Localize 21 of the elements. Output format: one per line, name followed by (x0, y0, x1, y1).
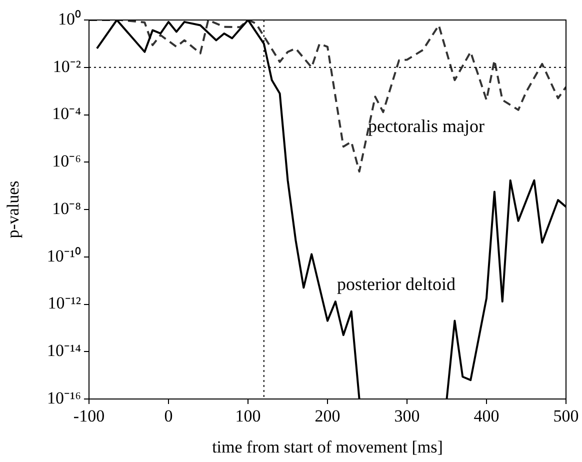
x-tick-label: 200 (314, 406, 340, 426)
y-tick-label: 10⁻¹⁴ (46, 341, 82, 360)
x-tick-label: 0 (164, 406, 173, 426)
y-tick-label: 10⁰ (58, 9, 81, 28)
x-tick-label: 400 (474, 406, 500, 426)
x-tick-label: 300 (394, 406, 420, 426)
y-tick-label: 10⁻⁶ (52, 152, 82, 171)
x-tick-label: 100 (235, 406, 261, 426)
y-tick-label: 10⁻¹² (48, 294, 81, 313)
y-tick-label: 10⁻¹⁰ (46, 246, 81, 266)
x-tick-label: 500 (553, 406, 579, 426)
series-label: pectoralis major (368, 116, 485, 136)
y-tick-label: 10⁻¹⁶ (46, 388, 82, 408)
series-label: posterior deltoid (337, 274, 456, 294)
y-tick-label: 10⁻² (52, 56, 81, 76)
y-tick-label: 10⁻⁸ (52, 198, 82, 218)
line-series (89, 20, 566, 173)
y-tick-label: 10⁻⁴ (52, 104, 82, 124)
x-tick-label: -100 (73, 406, 105, 426)
x-axis-title: time from start of movement [ms] (212, 437, 443, 456)
y-axis-title: p-values (4, 180, 23, 238)
